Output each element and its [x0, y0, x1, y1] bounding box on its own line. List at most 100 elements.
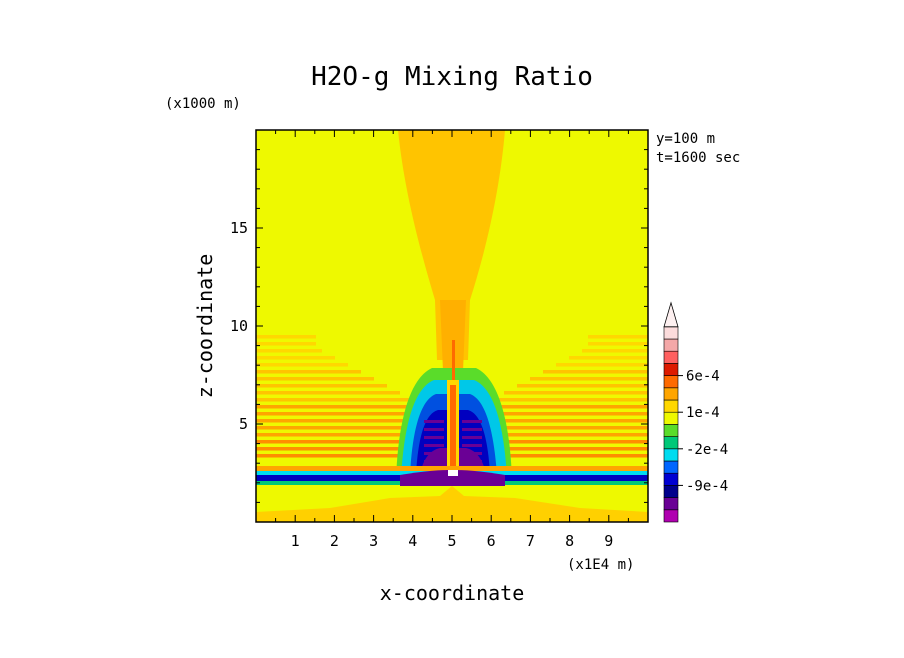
lowlevel-purple	[400, 470, 505, 487]
x-tick-label: 4	[408, 532, 417, 550]
band-right	[478, 405, 648, 409]
band-right	[424, 447, 648, 451]
y-axis-label: z-coordinate	[193, 254, 217, 399]
ripple	[424, 444, 444, 447]
annotation-t: t=1600 sec	[656, 150, 740, 166]
band-right	[569, 356, 648, 360]
x-tick-label: 9	[604, 532, 613, 550]
band-left	[256, 370, 361, 374]
y-tick-labels: 5 10 15	[230, 219, 248, 433]
colorbar-segment	[663, 472, 679, 486]
band-left	[256, 454, 484, 458]
band-left	[256, 419, 452, 423]
ripple	[462, 444, 482, 447]
band-left	[256, 377, 374, 381]
ripple	[424, 428, 444, 431]
colorbar-segment	[663, 363, 679, 376]
colorbar-segment	[663, 485, 679, 498]
band-left	[256, 384, 387, 388]
y-tick-label: 10	[230, 317, 248, 335]
x-tick-label: 1	[291, 532, 300, 550]
y-tick-label: 15	[230, 219, 248, 237]
colorbar	[663, 301, 679, 523]
colorbar-segment	[663, 424, 679, 437]
x-tick-label: 5	[447, 532, 456, 550]
ripple	[424, 420, 444, 423]
upper-plume	[398, 130, 505, 360]
colorbar-segment	[663, 387, 679, 401]
band-right	[530, 377, 648, 381]
stratified-bands-left	[256, 335, 484, 458]
x-tick-label: 3	[369, 532, 378, 550]
band-right	[420, 454, 648, 458]
ripple	[462, 436, 482, 439]
band-left	[256, 363, 348, 367]
stratified-bands-right	[420, 335, 648, 458]
y-unit-label: (x1000 m)	[165, 96, 241, 112]
ripple	[462, 428, 482, 431]
colorbar-label: 1e-4	[686, 405, 720, 421]
lowlevel-white-spot	[448, 470, 458, 476]
colorbar-segment	[663, 509, 679, 523]
colorbar-segment	[663, 350, 679, 364]
x-tick-label: 8	[565, 532, 574, 550]
colorbar-segment	[663, 375, 679, 389]
band-left	[256, 447, 480, 451]
band-left	[256, 349, 322, 353]
chart-title: H2O-g Mixing Ratio	[311, 62, 593, 92]
band-right	[588, 335, 648, 339]
band-right	[432, 433, 648, 437]
plot-area	[256, 130, 648, 522]
band-right	[491, 398, 648, 402]
colorbar-segment	[663, 399, 679, 413]
colorbar-label: 6e-4	[686, 369, 720, 385]
annotation-y: y=100 m	[656, 131, 715, 147]
x-tick-label: 7	[526, 532, 535, 550]
lowlevel-band-orange	[256, 466, 648, 471]
colorbar-segment	[663, 338, 679, 352]
colorbar-label: -2e-4	[686, 442, 728, 458]
band-right	[588, 342, 648, 346]
band-left	[256, 433, 472, 437]
band-right	[504, 391, 648, 395]
colorbar-segment	[663, 326, 679, 340]
colorbar-segment	[663, 448, 679, 462]
band-right	[428, 440, 648, 444]
x-axis-label: x-coordinate	[380, 581, 525, 605]
colorbar-label: -9e-4	[686, 478, 728, 494]
colorbar-arrow	[663, 301, 679, 328]
axis-ticks	[255, 129, 649, 523]
colorbar-segment	[663, 436, 679, 450]
colorbar-segment	[663, 411, 679, 425]
band-left	[256, 391, 400, 395]
x-tick-label: 2	[330, 532, 339, 550]
x-unit-label: (x1E4 m)	[567, 557, 634, 573]
band-left	[256, 335, 316, 339]
band-right	[465, 412, 648, 416]
band-left	[256, 412, 439, 416]
band-right	[582, 349, 648, 353]
band-left	[256, 398, 413, 402]
band-left	[256, 440, 476, 444]
surface-layer	[256, 486, 648, 522]
y-tick-label: 5	[239, 415, 248, 433]
band-right	[556, 363, 648, 367]
band-left	[256, 342, 316, 346]
x-tick-labels: 1 2 3 4 5 6 7 8 9	[291, 532, 614, 550]
ripple	[424, 436, 444, 439]
updraft-column-core	[452, 340, 455, 380]
band-left	[256, 426, 465, 430]
band-left	[256, 356, 335, 360]
band-right	[439, 426, 648, 430]
ripple	[462, 420, 482, 423]
band-right	[517, 384, 648, 388]
colorbar-segment	[663, 460, 679, 474]
x-tick-label: 6	[487, 532, 496, 550]
band-right	[543, 370, 648, 374]
band-left	[256, 405, 426, 409]
colorbar-labels: 6e-4 1e-4 -2e-4 -9e-4	[678, 369, 728, 494]
updraft-column-inner	[450, 385, 456, 475]
band-right	[452, 419, 648, 423]
colorbar-segment	[663, 497, 679, 511]
